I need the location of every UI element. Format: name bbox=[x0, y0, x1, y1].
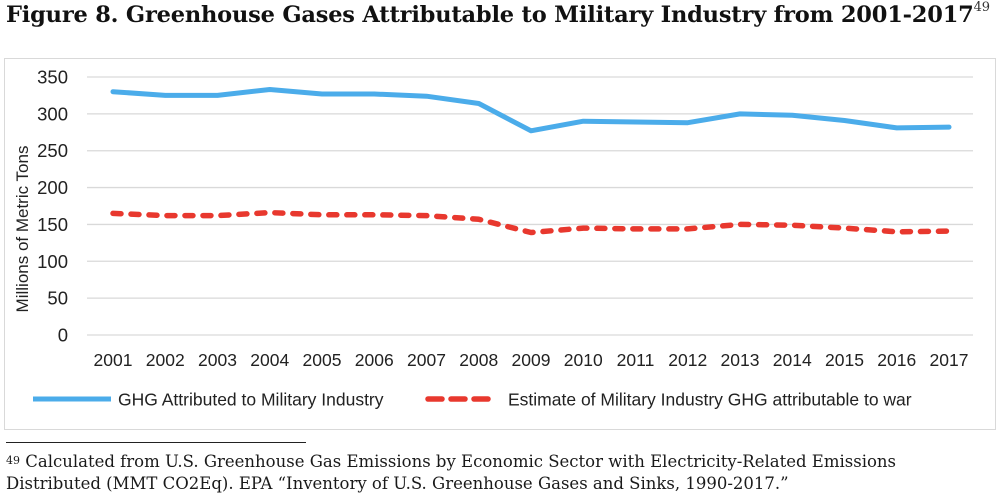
x-tick-label: 2003 bbox=[198, 350, 237, 370]
y-tick-label: 50 bbox=[47, 288, 68, 309]
x-tick-label: 2005 bbox=[303, 350, 342, 370]
x-tick-label: 2017 bbox=[930, 350, 969, 370]
chart-frame: 0 50 100 150 200 250 300 350 2001 2002 2003 2004 20… bbox=[4, 58, 996, 430]
y-axis-label: Millions of Metric Tons bbox=[13, 146, 32, 313]
series-lines bbox=[110, 87, 952, 236]
y-tick-label: 300 bbox=[37, 103, 68, 124]
legend: GHG Attributed to Military Industry Estim… bbox=[33, 390, 912, 410]
gridlines bbox=[87, 76, 973, 336]
x-tick-label: 2001 bbox=[94, 350, 133, 370]
series-line-ghg-war-estimate bbox=[110, 209, 952, 236]
x-tick-label: 2008 bbox=[459, 350, 498, 370]
x-tick-label: 2016 bbox=[877, 350, 916, 370]
figure-footnote-ref: 49 bbox=[973, 0, 990, 15]
y-tick-label: 250 bbox=[37, 140, 68, 161]
series-line-ghg-military bbox=[110, 87, 952, 134]
footnote: 49 Calculated from U.S. Greenhouse Gas E… bbox=[6, 451, 996, 495]
x-tick-label: 2012 bbox=[668, 350, 707, 370]
y-tick-label: 200 bbox=[37, 177, 68, 198]
legend-label: Estimate of Military Industry GHG attrib… bbox=[508, 390, 912, 410]
x-tick-label: 2007 bbox=[407, 350, 446, 370]
x-tick-label: 2009 bbox=[512, 350, 551, 370]
footnote-number: 49 bbox=[6, 454, 20, 467]
legend-label: GHG Attributed to Military Industry bbox=[118, 390, 384, 410]
y-axis-ticks: 0 50 100 150 200 250 300 350 bbox=[37, 67, 68, 346]
x-tick-label: 2014 bbox=[773, 350, 812, 370]
x-tick-label: 2015 bbox=[825, 350, 864, 370]
x-axis-ticks: 2001 2002 2003 2004 2005 2006 2007 2008 2009 2010… bbox=[94, 350, 969, 370]
footnote-text-2: Distributed (MMT CO2Eq). EPA “Inventory … bbox=[6, 474, 789, 493]
figure-title-text: Figure 8. Greenhouse Gases Attributable … bbox=[6, 2, 974, 28]
y-tick-label: 150 bbox=[37, 214, 68, 235]
y-tick-label: 350 bbox=[37, 67, 68, 88]
x-tick-label: 2011 bbox=[617, 350, 655, 370]
footnote-divider bbox=[6, 442, 306, 443]
footnote-text-1: Calculated from U.S. Greenhouse Gas Emis… bbox=[25, 452, 897, 471]
y-tick-label: 100 bbox=[37, 251, 68, 272]
x-tick-label: 2010 bbox=[564, 350, 603, 370]
x-tick-label: 2002 bbox=[146, 350, 185, 370]
x-tick-label: 2004 bbox=[250, 350, 289, 370]
footnote-line-2: Distributed (MMT CO2Eq). EPA “Inventory … bbox=[6, 473, 996, 495]
figure-title: Figure 8. Greenhouse Gases Attributable … bbox=[6, 0, 990, 28]
x-tick-label: 2013 bbox=[721, 350, 760, 370]
footnote-line-1: 49 Calculated from U.S. Greenhouse Gas E… bbox=[6, 451, 996, 473]
y-tick-label: 0 bbox=[58, 325, 68, 346]
x-tick-label: 2006 bbox=[355, 350, 394, 370]
